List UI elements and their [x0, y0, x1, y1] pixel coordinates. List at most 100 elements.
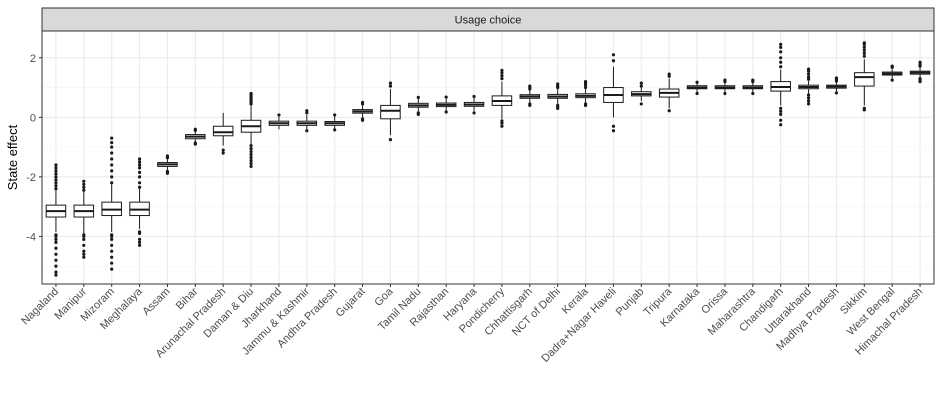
outlier-point — [779, 50, 783, 54]
outlier-point — [54, 240, 58, 244]
outlier-point — [110, 163, 114, 167]
outlier-point — [695, 91, 699, 96]
box-2 — [101, 136, 122, 271]
outlier-point — [667, 72, 671, 76]
outlier-point — [82, 182, 86, 186]
outlier-point — [305, 129, 309, 133]
outlier-point — [806, 67, 811, 71]
outlier-point — [779, 65, 783, 69]
box-29 — [854, 41, 875, 112]
outlier-point — [751, 91, 755, 96]
y-tick-label: -2 — [26, 172, 36, 184]
outlier-point — [806, 102, 811, 106]
box-16 — [491, 68, 513, 128]
outlier-point — [110, 249, 114, 253]
box-28 — [826, 76, 847, 95]
outlier-point — [500, 68, 504, 72]
outlier-point — [165, 154, 170, 158]
outlier-point — [54, 252, 58, 256]
outlier-point — [500, 77, 504, 81]
outlier-point — [388, 84, 393, 88]
outlier-point — [82, 249, 86, 253]
outlier-point — [918, 60, 922, 64]
outlier-point — [110, 136, 114, 140]
outlier-point — [667, 109, 671, 113]
outlier-point — [611, 59, 616, 63]
outlier-point — [862, 48, 866, 52]
outlier-point — [862, 54, 866, 58]
outlier-point — [500, 74, 504, 78]
outlier-point — [110, 233, 114, 237]
outlier-point — [110, 255, 114, 259]
box-11 — [352, 100, 373, 122]
box-10 — [324, 113, 345, 132]
outlier-point — [221, 151, 225, 155]
outlier-point — [305, 109, 309, 113]
outlier-point — [862, 106, 866, 110]
outlier-point — [249, 155, 253, 160]
box-22 — [658, 72, 680, 113]
outlier-point — [110, 261, 114, 265]
box-21 — [631, 81, 652, 106]
outlier-point — [472, 94, 476, 99]
box-3 — [129, 157, 150, 247]
outlier-point — [54, 184, 58, 188]
box-8 — [268, 113, 290, 130]
outlier-point — [137, 185, 142, 189]
outlier-point — [834, 76, 839, 80]
outlier-point — [137, 237, 142, 241]
outlier-point — [137, 163, 142, 167]
outlier-point — [137, 181, 142, 185]
outlier-point — [110, 267, 114, 271]
outlier-point — [862, 41, 866, 45]
outlier-point — [110, 181, 114, 185]
box-15 — [463, 94, 485, 115]
box-24 — [714, 78, 736, 96]
box-25 — [742, 78, 764, 96]
outlier-point — [779, 118, 783, 122]
outlier-point — [779, 123, 783, 127]
outlier-point — [639, 81, 643, 85]
box-18 — [547, 82, 568, 110]
outlier-point — [388, 138, 393, 142]
outlier-point — [556, 103, 560, 108]
outlier-point — [137, 157, 142, 161]
box-19 — [575, 80, 596, 108]
outlier-point — [54, 169, 58, 173]
outlier-point — [54, 172, 58, 176]
outlier-point — [54, 273, 58, 277]
outlier-point — [110, 175, 114, 179]
outlier-point — [249, 91, 253, 96]
outlier-point — [890, 78, 894, 82]
outlier-point — [54, 233, 58, 237]
outlier-point — [54, 264, 58, 268]
outlier-point — [779, 42, 783, 46]
outlier-point — [500, 121, 504, 125]
outlier-point — [249, 164, 253, 169]
outlier-point — [723, 78, 727, 82]
outlier-point — [611, 129, 616, 133]
outlier-point — [54, 237, 58, 241]
outlier-point — [388, 81, 393, 85]
box-6 — [212, 112, 234, 155]
outlier-point — [82, 252, 86, 256]
outlier-point — [249, 152, 253, 157]
y-axis-title: State effect — [5, 124, 20, 190]
outlier-point — [193, 127, 197, 131]
outlier-point — [110, 169, 114, 173]
y-tick-label: 2 — [30, 53, 36, 65]
outlier-point — [639, 102, 643, 106]
box-12 — [380, 81, 401, 142]
box-17 — [519, 84, 541, 108]
box-0 — [45, 163, 67, 277]
box-9 — [296, 109, 318, 133]
outlier-point — [110, 237, 114, 241]
outlier-point — [249, 149, 253, 154]
outlier-point — [54, 187, 58, 191]
outlier-point — [137, 160, 142, 164]
outlier-point — [806, 96, 811, 100]
box-13 — [408, 95, 429, 116]
outlier-point — [82, 233, 86, 237]
facet-label: Usage choice — [455, 15, 522, 27]
